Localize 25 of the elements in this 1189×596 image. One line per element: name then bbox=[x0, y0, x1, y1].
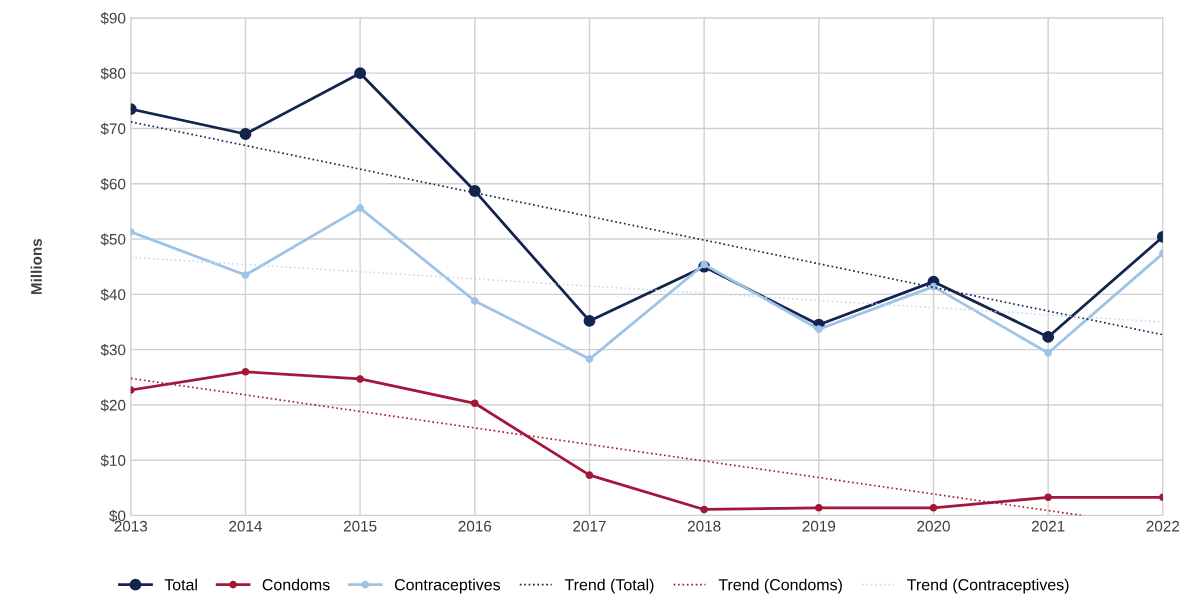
legend-label: Trend (Condoms) bbox=[718, 578, 842, 594]
x-tick-label: 2019 bbox=[802, 520, 836, 532]
y-tick-label: $50 bbox=[100, 233, 126, 246]
y-tick-label: $10 bbox=[100, 454, 126, 467]
y-tick-label: $20 bbox=[100, 399, 126, 412]
x-tick-label: 2021 bbox=[1031, 520, 1065, 532]
legend-label: Trend (Total) bbox=[564, 578, 654, 594]
y-axis-title: Millions bbox=[30, 238, 42, 295]
y-tick-label: $60 bbox=[100, 177, 126, 191]
x-tick-label: 2020 bbox=[917, 520, 950, 532]
legend-label: Trend (Contraceptives) bbox=[907, 578, 1069, 594]
legend-label: Condoms bbox=[262, 578, 330, 591]
y-tick-label: $70 bbox=[100, 122, 126, 136]
y-tick-label: $80 bbox=[100, 67, 126, 80]
x-tick-label: 2015 bbox=[343, 520, 377, 532]
x-tick-label: 2017 bbox=[573, 520, 606, 532]
x-tick-label: 2014 bbox=[229, 520, 263, 532]
x-tick-label: 2016 bbox=[458, 520, 492, 532]
x-tick-label: 2022 bbox=[1146, 520, 1180, 532]
legend-label: Contraceptives bbox=[394, 578, 501, 594]
y-tick-label: $90 bbox=[100, 12, 126, 25]
y-tick-label: $30 bbox=[100, 343, 126, 357]
legend-label: Total bbox=[164, 578, 197, 591]
y-tick-label: $40 bbox=[100, 288, 126, 301]
x-tick-label: 2018 bbox=[687, 520, 721, 532]
